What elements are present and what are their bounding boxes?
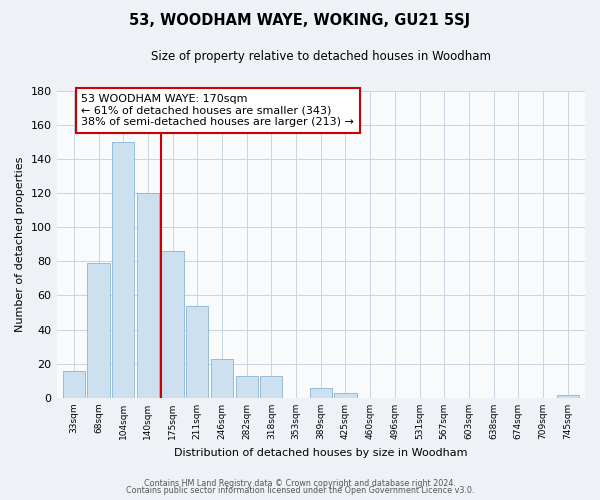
Bar [557, 394, 579, 398]
Title: Size of property relative to detached houses in Woodham: Size of property relative to detached ho… [151, 50, 491, 63]
Bar [211, 358, 233, 398]
Bar [334, 393, 356, 398]
Bar [310, 388, 332, 398]
Bar [137, 193, 159, 398]
Bar [112, 142, 134, 398]
Bar [186, 306, 208, 398]
Text: Contains public sector information licensed under the Open Government Licence v3: Contains public sector information licen… [126, 486, 474, 495]
Bar [63, 370, 85, 398]
X-axis label: Distribution of detached houses by size in Woodham: Distribution of detached houses by size … [174, 448, 467, 458]
Text: 53 WOODHAM WAYE: 170sqm
← 61% of detached houses are smaller (343)
38% of semi-d: 53 WOODHAM WAYE: 170sqm ← 61% of detache… [81, 94, 354, 127]
Y-axis label: Number of detached properties: Number of detached properties [15, 156, 25, 332]
Bar [236, 376, 258, 398]
Text: 53, WOODHAM WAYE, WOKING, GU21 5SJ: 53, WOODHAM WAYE, WOKING, GU21 5SJ [130, 12, 470, 28]
Bar [161, 251, 184, 398]
Bar [260, 376, 283, 398]
Bar [88, 263, 110, 398]
Text: Contains HM Land Registry data © Crown copyright and database right 2024.: Contains HM Land Registry data © Crown c… [144, 478, 456, 488]
